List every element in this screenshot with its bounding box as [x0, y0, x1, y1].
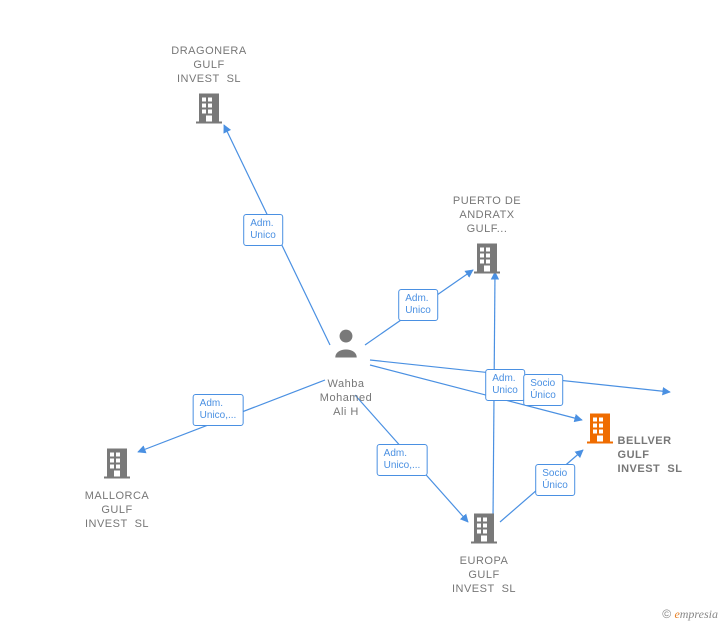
building-icon: [102, 447, 132, 479]
edges-layer: [0, 0, 728, 630]
building-icon: [472, 242, 502, 274]
copyright-symbol: ©: [662, 607, 671, 621]
company-name: EUROPA GULF INVEST SL: [452, 554, 516, 596]
edge-label: Socio Único: [535, 464, 575, 496]
person-icon: [333, 328, 359, 358]
edge-label: Socio Único: [523, 374, 563, 406]
node-label-dragonera: DRAGONERA GULF INVEST SL: [171, 44, 246, 86]
building-icon: [585, 412, 615, 444]
node-company-europa[interactable]: [469, 512, 499, 549]
edge-label: Adm. Unico: [485, 369, 525, 401]
building-icon: [194, 92, 224, 124]
watermark: © empresia: [662, 607, 718, 622]
edge-label: Adm. Unico: [243, 214, 283, 246]
edge-label: Adm. Unico: [398, 289, 438, 321]
node-person-wahba[interactable]: [333, 328, 359, 363]
node-label-mallorca: MALLORCA GULF INVEST SL: [85, 489, 150, 531]
node-company-mallorca[interactable]: [102, 447, 132, 484]
building-icon: [469, 512, 499, 544]
node-label-bellver: BELLVER GULF INVEST SL: [618, 434, 683, 476]
company-name: PUERTO DE ANDRATX GULF...: [453, 194, 521, 236]
node-label-puerto: PUERTO DE ANDRATX GULF...: [453, 194, 521, 236]
company-name: BELLVER GULF INVEST SL: [618, 434, 683, 476]
node-company-dragonera[interactable]: [194, 92, 224, 129]
person-name: Wahba Mohamed Ali H: [320, 377, 372, 419]
node-company-bellver[interactable]: [585, 412, 615, 449]
node-label-europa: EUROPA GULF INVEST SL: [452, 554, 516, 596]
company-name: DRAGONERA GULF INVEST SL: [171, 44, 246, 86]
node-company-puerto[interactable]: [472, 242, 502, 279]
network-diagram: Wahba Mohamed Ali H DRAGONERA GULF INVES…: [0, 0, 728, 630]
brand-name: empresia: [674, 607, 718, 621]
company-name: MALLORCA GULF INVEST SL: [85, 489, 150, 531]
node-label-wahba: Wahba Mohamed Ali H: [320, 377, 372, 419]
edge-label: Adm. Unico,...: [193, 394, 244, 426]
edge-label: Adm. Unico,...: [377, 444, 428, 476]
